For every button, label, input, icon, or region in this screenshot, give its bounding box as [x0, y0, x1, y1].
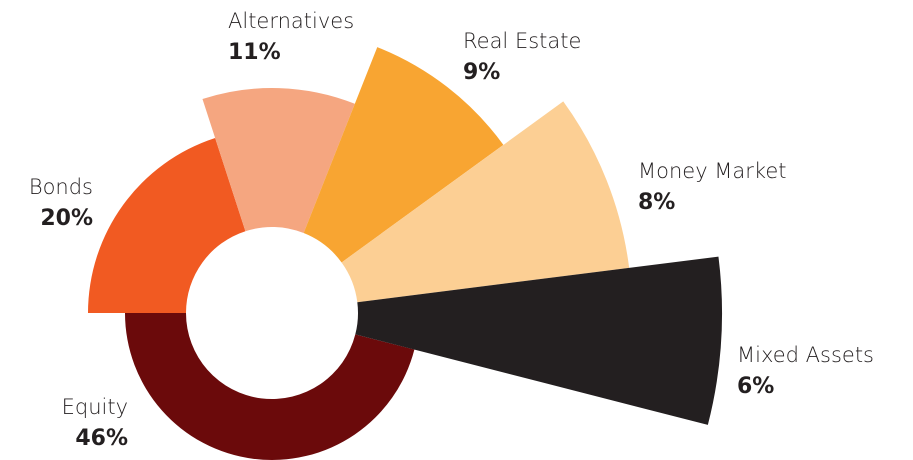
- slice-name: Equity: [62, 395, 128, 419]
- slice-value: 46%: [75, 426, 128, 451]
- slice-value: 20%: [40, 206, 93, 231]
- slice-name: Bonds: [29, 175, 93, 199]
- slice-value: 11%: [228, 40, 281, 65]
- slice-name: Alternatives: [228, 9, 354, 33]
- slice: [355, 256, 722, 425]
- slice-value: 8%: [638, 190, 675, 215]
- slice: [341, 101, 630, 303]
- slice: [88, 138, 246, 313]
- slice: [125, 313, 415, 460]
- slice-value: 9%: [463, 60, 500, 85]
- slice-name: Money Market: [638, 159, 787, 183]
- slice-name: Real Estate: [463, 29, 581, 53]
- slice-value: 6%: [737, 374, 774, 399]
- slice: [202, 87, 355, 234]
- slice: [303, 47, 504, 263]
- slice-name: Mixed Assets: [737, 343, 874, 367]
